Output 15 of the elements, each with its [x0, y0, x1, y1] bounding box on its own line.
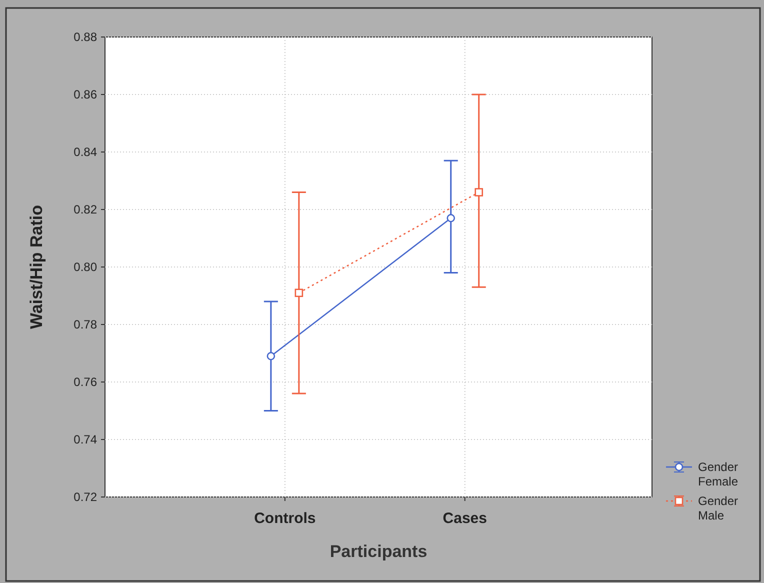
y-tick-label: 0.76: [74, 375, 98, 390]
y-axis-title: Waist/Hip Ratio: [27, 204, 46, 330]
y-tick-label: 0.84: [74, 145, 98, 160]
x-tick-label: Controls: [254, 510, 316, 527]
x-tick-label: Cases: [442, 510, 487, 527]
y-tick-label: 0.78: [74, 318, 98, 332]
y-tick-label: 0.74: [74, 432, 98, 447]
y-tick-label: 0.82: [74, 202, 98, 217]
y-tick-label: 0.86: [74, 88, 98, 102]
legend-label: Gender Female: [698, 460, 738, 489]
legend-label: Gender Male: [698, 494, 738, 523]
y-tick-label: 0.88: [74, 30, 98, 44]
y-tick-label: 0.80: [74, 260, 98, 274]
y-tick-label: 0.72: [74, 490, 98, 504]
x-axis-title: Participants: [330, 542, 428, 561]
